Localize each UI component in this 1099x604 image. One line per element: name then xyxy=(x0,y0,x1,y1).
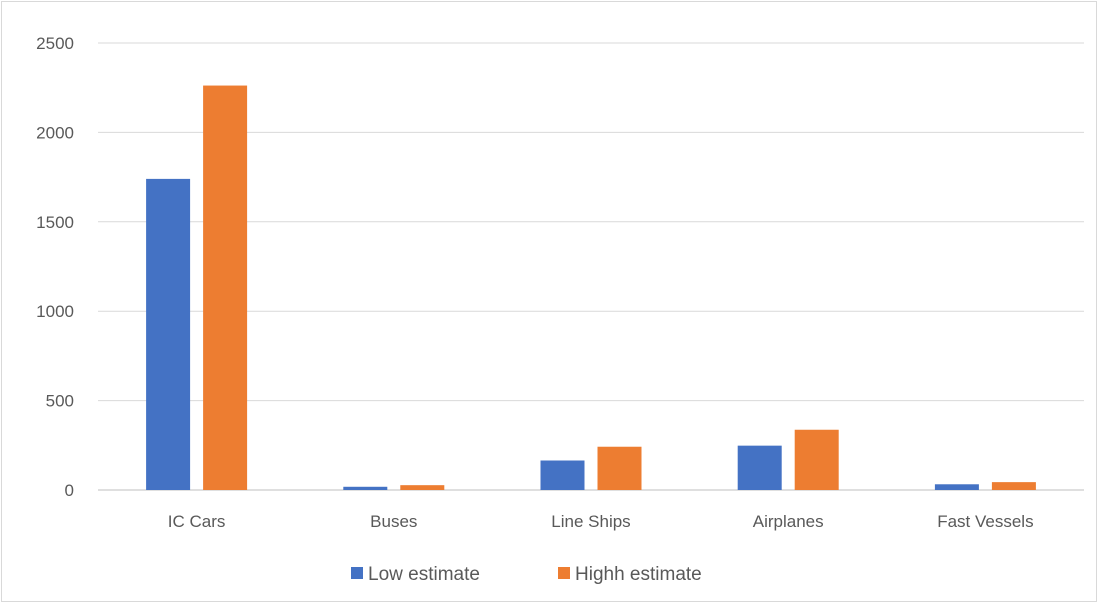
bar-high-line-ships xyxy=(597,446,642,490)
bar-high-fast-vessels xyxy=(991,482,1036,490)
bar-high-ic-cars xyxy=(203,85,248,491)
y-tick-label: 500 xyxy=(46,392,74,411)
x-category-label: Airplanes xyxy=(753,512,824,531)
y-tick-label: 1000 xyxy=(36,302,74,321)
y-tick-label: 2500 xyxy=(36,34,74,53)
bar-low-line-ships xyxy=(540,460,585,490)
x-category-label: Fast Vessels xyxy=(937,512,1033,531)
legend-label: Highh estimate xyxy=(575,564,702,585)
legend-swatch xyxy=(351,567,363,579)
bar-low-buses xyxy=(343,486,388,490)
bar-low-fast-vessels xyxy=(934,484,979,490)
y-tick-label: 0 xyxy=(65,481,74,500)
bar-low-airplanes xyxy=(737,445,782,490)
legend-label: Low estimate xyxy=(368,564,480,585)
y-tick-label: 1500 xyxy=(36,213,74,232)
bar-high-buses xyxy=(400,485,445,490)
legend-swatch xyxy=(558,567,570,579)
x-axis-categories: IC Cars Buses Line Ships Airplanes Fast Vess… xyxy=(168,512,1034,531)
x-category-label: Line Ships xyxy=(551,512,630,531)
legend: Low estimate Highh estimate xyxy=(351,564,702,585)
bar-low-ic-cars xyxy=(146,178,191,490)
x-category-label: Buses xyxy=(370,512,417,531)
bars xyxy=(146,85,1036,491)
y-axis-ticks: 0 500 1000 1500 2000 2500 xyxy=(36,34,74,500)
gridlines xyxy=(98,42,1084,491)
bar-high-airplanes xyxy=(794,429,839,490)
x-category-label: IC Cars xyxy=(168,512,226,531)
y-tick-label: 2000 xyxy=(36,123,74,142)
